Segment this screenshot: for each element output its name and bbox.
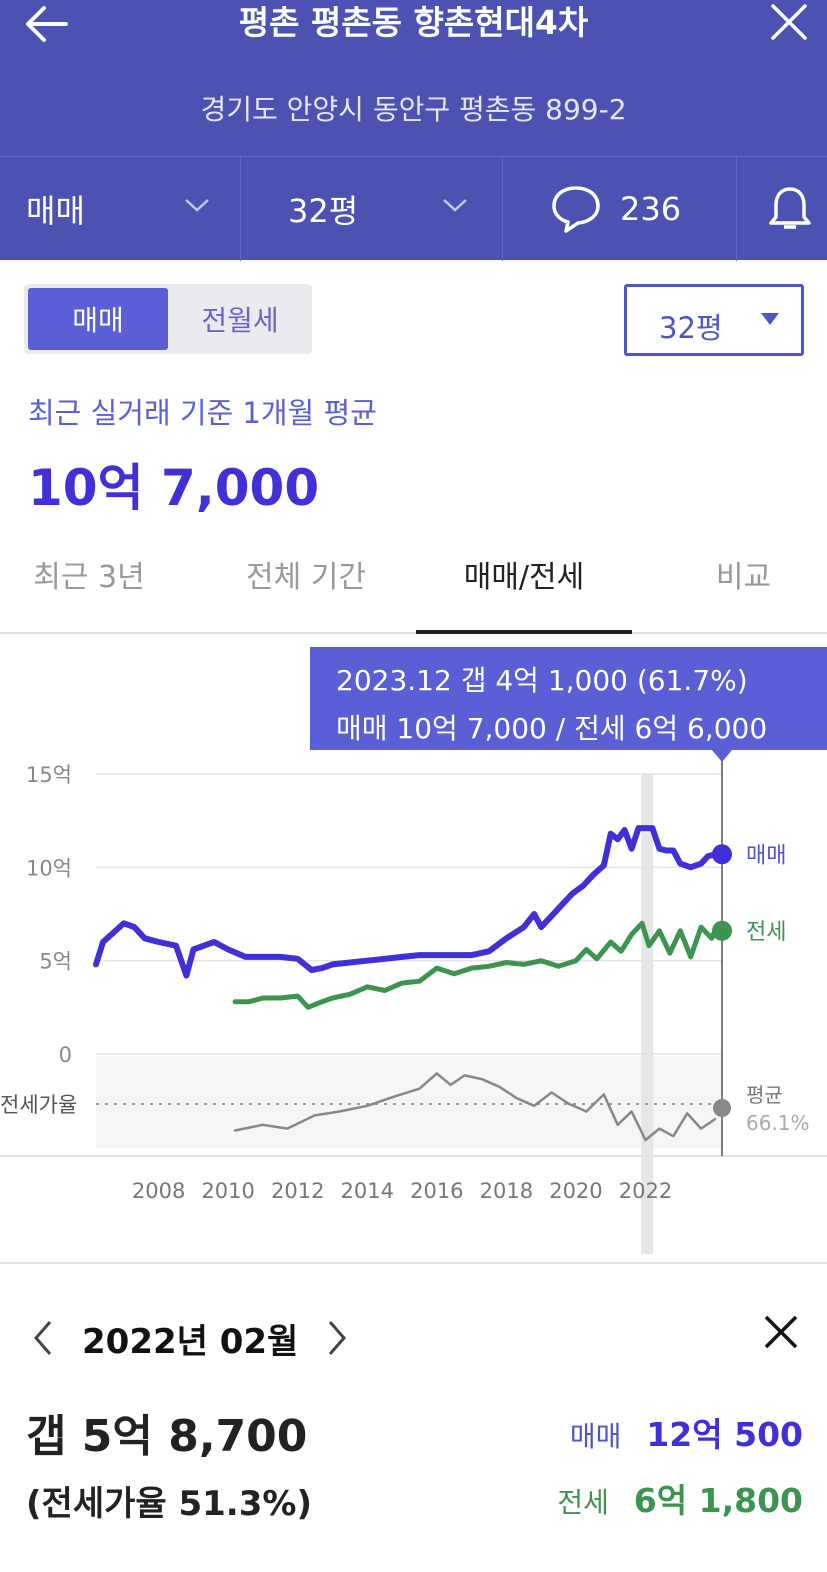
x-tick-label: 2014	[341, 1179, 394, 1203]
average-price: 10억 7,000	[28, 459, 320, 517]
size-select[interactable]: 32평	[624, 284, 804, 356]
x-tick-label: 2020	[549, 1179, 602, 1203]
close-icon[interactable]	[769, 2, 809, 42]
ratio-end-dot	[713, 1099, 731, 1117]
series-line-ratio	[233, 1072, 717, 1142]
app-header: 평촌 평촌동 향촌현대4차 경기도 안양시 동안구 평촌동 899-2 매매 3…	[0, 0, 827, 261]
speech-bubble-icon	[552, 186, 600, 233]
filter-bar: 매매 32평 236	[0, 156, 827, 261]
gap-amount: 갭 5억 8,700	[26, 1411, 308, 1462]
series-line-sale	[93, 825, 718, 979]
divider	[736, 157, 737, 261]
chevron-left-icon[interactable]	[30, 1318, 56, 1358]
series-line-jeonse	[232, 920, 718, 1010]
price-chart[interactable]: 15억 10억 5억 0 전세가율 2008 2010 2012 2014 2016 2018 202…	[0, 636, 827, 1262]
jeonse-ratio: (전세가율 51.3%)	[26, 1484, 312, 1524]
x-tick-label: 2018	[480, 1179, 533, 1203]
chevron-down-icon	[443, 199, 467, 212]
sale-price-value: 12억 500	[646, 1415, 803, 1454]
comment-count: 236	[620, 190, 682, 228]
legend-jeonse: 전세	[746, 920, 786, 945]
x-tick-label: 2022	[619, 1179, 672, 1203]
ratio-band	[96, 1056, 722, 1148]
tooltip-line-1: 2023.12 갭 4억 1,000 (61.7%)	[336, 664, 748, 697]
chart-tooltip: 2023.12 갭 4억 1,000 (61.7%) 매매 10억 7,000 …	[310, 647, 827, 750]
size-label: 32평	[288, 192, 359, 230]
selected-month-band	[641, 774, 654, 1254]
chevron-right-icon[interactable]	[324, 1318, 350, 1358]
tab-recent-3y[interactable]: 최근 3년	[33, 560, 145, 595]
size-dropdown[interactable]: 32평	[288, 157, 498, 261]
divider	[240, 157, 241, 261]
tab-compare[interactable]: 비교	[715, 560, 772, 595]
trade-type-dropdown[interactable]: 매매	[26, 157, 236, 261]
tab-all-period[interactable]: 전체 기간	[246, 560, 366, 595]
sale-end-dot	[712, 844, 732, 865]
divider	[502, 157, 503, 261]
y-tick-label: 10억	[26, 856, 72, 880]
page-title: 평촌 평촌동 향촌현대4차	[238, 3, 589, 42]
rent-toggle-button[interactable]: 전월세	[201, 304, 279, 337]
legend-average: 평균	[746, 1083, 783, 1107]
trade-toggle: 매매 전월세	[24, 284, 312, 354]
legend-average-value: 66.1%	[746, 1111, 810, 1135]
detail-month: 2022년 02월	[82, 1322, 299, 1362]
ratio-axis-label: 전세가율	[0, 1093, 77, 1117]
y-tick-label: 0	[59, 1043, 72, 1067]
sale-price-row: 매매 12억 500	[570, 1408, 803, 1456]
sale-toggle-button[interactable]: 매매	[28, 288, 168, 350]
recent-caption: 최근 실거래 기준 1개월 평균	[28, 396, 377, 430]
tooltip-line-2: 매매 10억 7,000 / 전세 6억 6,000	[336, 712, 768, 745]
x-tick-label: 2010	[201, 1179, 254, 1203]
address-text: 경기도 안양시 동안구 평촌동 899-2	[200, 93, 627, 126]
trade-type-label: 매매	[26, 192, 85, 230]
period-tabs: 최근 3년 전체 기간 매매/전세 비교	[0, 540, 827, 634]
y-tick-label: 15억	[26, 763, 72, 787]
size-select-value: 32평	[659, 311, 723, 345]
close-icon[interactable]	[763, 1314, 799, 1350]
jeonse-price-label: 전세	[557, 1486, 609, 1519]
x-tick-label: 2008	[132, 1179, 185, 1203]
tooltip-arrow	[712, 750, 732, 762]
back-arrow-icon[interactable]	[22, 2, 70, 46]
x-tick-label: 2016	[410, 1179, 463, 1203]
jeonse-end-dot	[712, 920, 732, 941]
detail-panel: 2022년 02월 갭 5억 8,700 (전세가율 51.3%) 매매 12억…	[0, 1262, 827, 1572]
alarm-button[interactable]	[766, 157, 826, 261]
jeonse-price-value: 6억 1,800	[633, 1481, 803, 1520]
y-tick-label: 5억	[39, 950, 72, 974]
jeonse-price-row: 전세 6억 1,800	[557, 1474, 803, 1522]
bell-icon	[769, 187, 811, 229]
tab-sale-jeonse[interactable]: 매매/전세	[416, 540, 632, 634]
caret-down-icon	[761, 313, 779, 325]
comments-button[interactable]: 236	[550, 157, 730, 261]
sale-price-label: 매매	[569, 1420, 622, 1453]
chevron-down-icon	[185, 199, 209, 212]
legend-sale: 매매	[746, 843, 786, 868]
x-tick-label: 2012	[271, 1179, 324, 1203]
